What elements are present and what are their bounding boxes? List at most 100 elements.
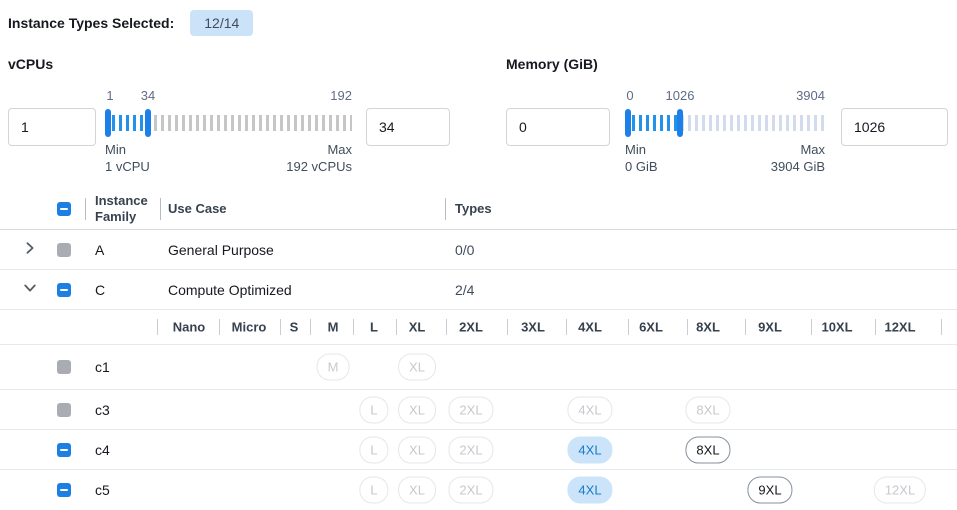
- memory-min-label: Min: [625, 142, 646, 157]
- size-chip-2xl: 2XL: [448, 476, 494, 504]
- memory-slider-labels: 0 1026 3904: [625, 88, 825, 105]
- size-column-12xl: 12XL: [884, 319, 916, 335]
- column-divider: [628, 319, 629, 335]
- memory-range-slider: 0 1026 3904 Min 0 GiB Max 3904 GiB: [625, 88, 825, 175]
- size-chip-8xl[interactable]: 8XL: [685, 436, 731, 463]
- column-divider: [310, 319, 311, 335]
- size-chip-2xl: 2XL: [448, 436, 494, 463]
- size-chip-12xl: 12XL: [873, 476, 927, 504]
- memory-ticks-active: [625, 115, 683, 131]
- memory-slider-mid-label: 1026: [665, 88, 695, 103]
- size-column-6xl: 6XL: [639, 319, 663, 335]
- column-divider: [445, 198, 446, 220]
- vcpus-min-value: 1 vCPU: [105, 159, 150, 174]
- vcpus-filter-panel: vCPUs 1 34 192 Min 1 vCPU Max: [8, 56, 458, 175]
- family-row-a: A General Purpose 0/0: [0, 230, 957, 270]
- instance-c5-checkbox[interactable]: [57, 483, 71, 497]
- vcpus-max-value: 192 vCPUs: [286, 159, 352, 174]
- column-divider: [353, 319, 354, 335]
- size-column-8xl: 8XL: [696, 319, 720, 335]
- vcpus-max-input[interactable]: [366, 108, 450, 146]
- vcpus-slider-handle-high[interactable]: [145, 109, 151, 137]
- memory-title: Memory (GiB): [506, 56, 598, 72]
- column-divider: [566, 319, 567, 335]
- instance-name: c5: [95, 482, 110, 498]
- vcpus-slider-labels: 1 34 192: [105, 88, 352, 105]
- size-chip-4xl: 4XL: [567, 396, 613, 423]
- memory-min-input[interactable]: [506, 108, 610, 146]
- instance-name: c1: [95, 359, 110, 375]
- instance-row-c1: c1 M XL: [0, 345, 957, 390]
- family-c-checkbox[interactable]: [57, 282, 71, 297]
- instance-c1-checkbox: [57, 360, 71, 374]
- vcpus-max-label: Max: [327, 142, 352, 157]
- select-all-checkbox[interactable]: [57, 202, 71, 216]
- size-chip-m: M: [316, 353, 350, 381]
- column-divider: [745, 319, 746, 335]
- size-column-xl: XL: [408, 319, 426, 335]
- instance-row-c3: c3 L XL 2XL 4XL 8XL: [0, 390, 957, 430]
- column-divider: [157, 319, 158, 335]
- instance-types-selected-label: Instance Types Selected:: [8, 15, 175, 31]
- size-column-10xl: 10XL: [821, 319, 853, 335]
- memory-slider-handle-low[interactable]: [625, 109, 631, 137]
- vcpus-slider-track[interactable]: [105, 107, 352, 139]
- family-a-checkbox: [57, 242, 71, 257]
- size-chip-l: L: [359, 436, 389, 463]
- size-chip-4xl[interactable]: 4XL: [567, 476, 613, 504]
- column-divider: [280, 319, 281, 335]
- column-divider: [941, 319, 942, 335]
- column-divider: [85, 198, 86, 220]
- size-column-2xl: 2XL: [459, 319, 483, 335]
- family-use-case: General Purpose: [168, 241, 274, 258]
- vcpus-slider-handle-low[interactable]: [105, 109, 111, 137]
- size-columns-header-row: Nano Micro S M L XL 2XL 3XL 4XL 6XL 8XL …: [0, 310, 957, 345]
- instance-c4-checkbox[interactable]: [57, 442, 71, 457]
- size-column-9xl: 9XL: [758, 319, 782, 335]
- size-chip-xl: XL: [398, 476, 436, 504]
- size-chip-xl: XL: [398, 436, 436, 463]
- size-chip-2xl: 2XL: [448, 396, 494, 423]
- memory-slider-low-label: 0: [626, 88, 634, 103]
- instance-family-table: Instance Family Use Case Types A General…: [0, 189, 957, 510]
- size-chip-9xl[interactable]: 9XL: [747, 476, 793, 504]
- size-chip-l: L: [359, 476, 389, 504]
- table-header-row: Instance Family Use Case Types: [0, 189, 957, 230]
- memory-max-value: 3904 GiB: [770, 159, 825, 174]
- chevron-down-icon[interactable]: [21, 281, 39, 299]
- size-column-m: M: [327, 319, 339, 335]
- memory-max-label: Max: [800, 142, 825, 157]
- column-divider: [160, 198, 161, 220]
- column-divider: [811, 319, 812, 335]
- family-name: C: [95, 281, 106, 298]
- chevron-right-icon[interactable]: [21, 241, 39, 259]
- selected-count-badge: 12/14: [190, 10, 254, 36]
- vcpus-range-slider: 1 34 192 Min 1 vCPU Max 192 vCPUs: [105, 88, 352, 175]
- column-header-types: Types: [455, 200, 492, 216]
- instance-name: c4: [95, 441, 110, 458]
- size-chip-4xl[interactable]: 4XL: [567, 436, 613, 463]
- memory-max-input[interactable]: [841, 108, 948, 146]
- size-column-3xl: 3XL: [521, 319, 545, 335]
- family-types-count: 0/0: [455, 241, 475, 258]
- family-use-case: Compute Optimized: [168, 281, 292, 298]
- column-divider: [687, 319, 688, 335]
- family-name: A: [95, 241, 105, 258]
- vcpus-ticks-inactive: [105, 115, 352, 131]
- instance-c3-checkbox: [57, 402, 71, 417]
- size-column-s: S: [289, 319, 299, 335]
- vcpus-title: vCPUs: [8, 56, 54, 72]
- column-divider: [507, 319, 508, 335]
- memory-slider-handle-high[interactable]: [677, 109, 683, 137]
- column-header-instance-family: Instance Family: [95, 192, 148, 224]
- size-chip-xl: XL: [398, 396, 436, 423]
- instance-row-c5: c5 L XL 2XL 4XL 9XL 12XL: [0, 470, 957, 510]
- memory-slider-high-label: 3904: [796, 88, 825, 103]
- vcpus-min-input[interactable]: [8, 108, 96, 146]
- vcpus-min-label: Min: [105, 142, 126, 157]
- instance-types-selected-row: Instance Types Selected: 12/14: [8, 7, 254, 39]
- family-types-count: 2/4: [455, 281, 475, 298]
- size-column-nano: Nano: [172, 319, 206, 335]
- memory-slider-track[interactable]: [625, 107, 825, 139]
- instance-row-c4: c4 L XL 2XL 4XL 8XL: [0, 430, 957, 470]
